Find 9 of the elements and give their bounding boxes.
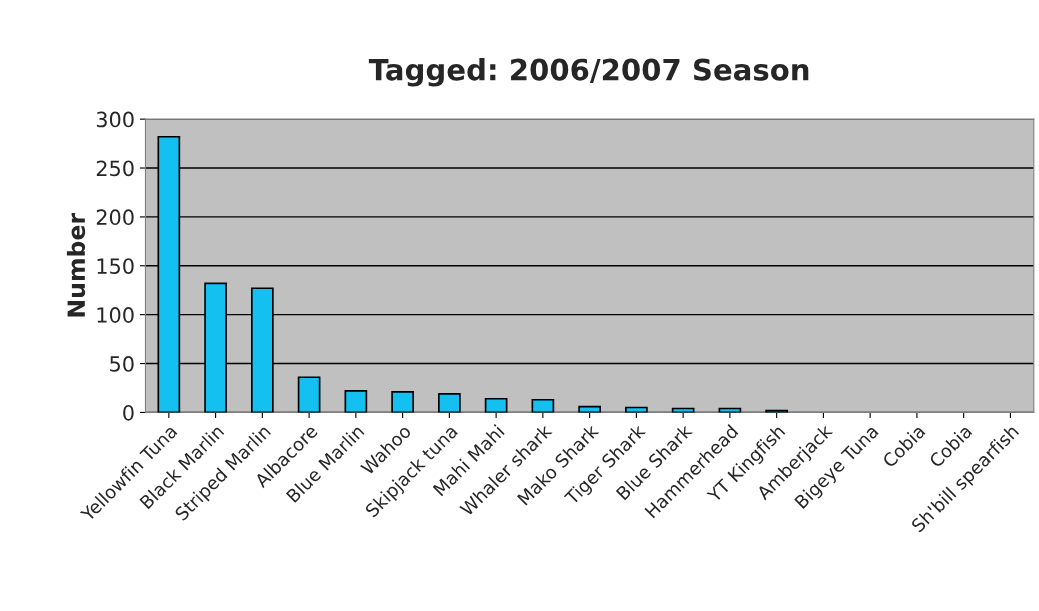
y-tick-label: 250 — [96, 160, 134, 177]
y-tick-label: 150 — [97, 258, 134, 274]
y-tick-label: 50 — [110, 356, 134, 372]
y-axis-title: Number — [66, 212, 86, 317]
chart-title: Tagged: 2006/2007 Season — [368, 58, 809, 87]
y-tick-label: 100 — [97, 307, 134, 323]
y-tick-label: 200 — [96, 209, 134, 226]
y-tick-label: 300 — [96, 111, 134, 128]
y-tick-label: 0 — [123, 404, 134, 421]
